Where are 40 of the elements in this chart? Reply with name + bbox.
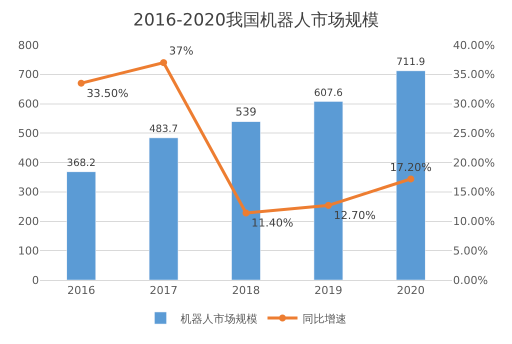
point (324, 202, 332, 209)
y-tick-label: 600 (18, 98, 39, 111)
bar (66, 172, 96, 280)
y-tick-label: 0 (32, 274, 39, 287)
data-label: 37% (168, 44, 194, 58)
y2-tick-label: 35.00% (453, 68, 495, 82)
data-label: 368.2 (66, 158, 96, 170)
y-tick-label: 500 (18, 126, 39, 140)
y-tick-label: 200 (18, 215, 39, 228)
y2-tick-label: 15.00% (453, 186, 495, 199)
x-tick-label: 2016 (67, 284, 96, 298)
y-tick-label: 300 (18, 186, 39, 199)
point (242, 210, 250, 217)
data-label: 539 (236, 106, 256, 119)
point (160, 59, 168, 66)
y-tick-label: 100 (18, 244, 39, 258)
data-label: 33.50% (86, 86, 129, 100)
y2-tick-label: 25.00% (453, 126, 495, 140)
legend-label: 机器人市场规模 (180, 312, 258, 326)
point (78, 80, 85, 87)
point (407, 175, 414, 182)
x-tick-label: 2020 (396, 284, 425, 298)
y2-tick-label: 0.00% (453, 274, 488, 287)
x-tick-label: 2018 (232, 284, 260, 298)
chart-title: 2016-2020我国机器人市场规模 (133, 10, 379, 31)
bar (148, 138, 178, 280)
data-label: 483.7 (149, 124, 178, 136)
x-tick-label: 2017 (150, 284, 178, 298)
y-tick-label: 800 (18, 38, 39, 52)
y2-tick-label: 40.00% (453, 38, 495, 52)
data-label: 711.9 (396, 57, 426, 68)
y-tick-label: 400 (18, 156, 39, 170)
y-tick-label: 700 (18, 68, 39, 82)
y2-tick-label: 30.00% (453, 98, 495, 111)
legend-label: 同比增速 (302, 312, 346, 326)
x-tick-label: 2019 (314, 284, 342, 298)
y2-tick-label: 5.00% (453, 244, 488, 258)
data-label: 607.6 (314, 88, 343, 99)
y2-tick-label: 20.00% (453, 156, 495, 170)
y2-tick-label: 10.00% (453, 215, 495, 228)
